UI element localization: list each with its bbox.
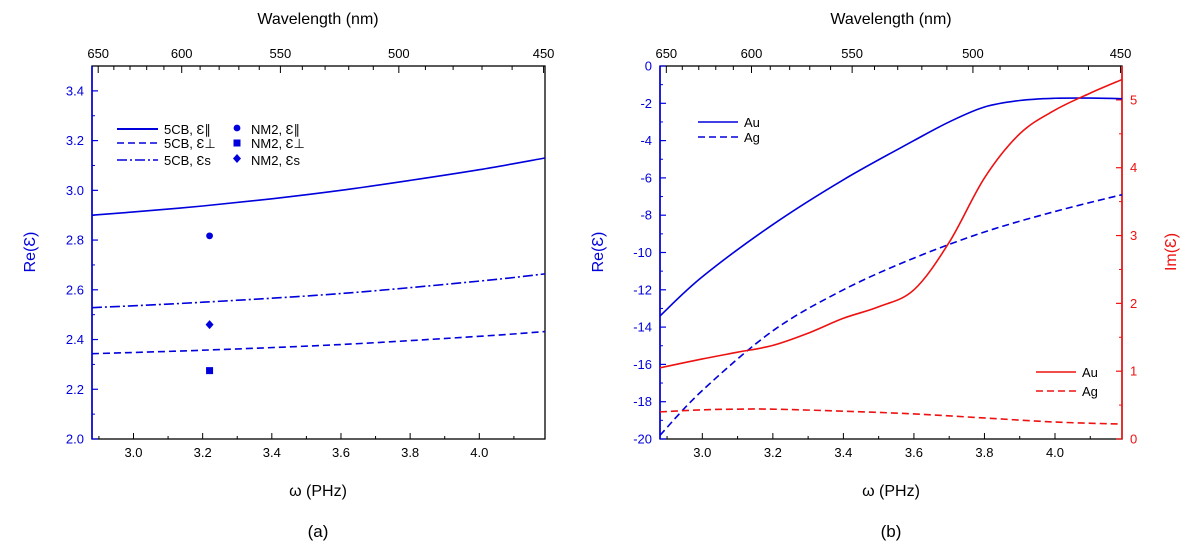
y-tick-label: 0: [645, 59, 652, 74]
legend: 5CB, Ɛ∥ 5CB, Ɛ⊥ 5CB, Ɛs NM2, Ɛ∥ NM2, Ɛ⊥ …: [117, 122, 305, 168]
x-tick-label: 3.8: [401, 445, 419, 460]
y-tick-label: 2.8: [66, 233, 84, 248]
x-tick-label: 4.0: [1046, 445, 1064, 460]
x2-ticks: 650 600 550 500 450: [655, 46, 1131, 73]
y-tick-label: -2: [640, 96, 652, 111]
y-ticks: -20-18-16-14-12-10-8-6-4-20: [633, 59, 666, 447]
plot-frame: [91, 65, 546, 440]
legend-marker-diamond: [233, 154, 241, 163]
x-axis-label: ω (PHz): [862, 483, 920, 500]
x-tick-label: 3.8: [975, 445, 993, 460]
x2-tick-label: 550: [841, 46, 863, 61]
legend-label-ag-re: Ag: [744, 130, 760, 145]
x-tick-label: 3.6: [332, 445, 350, 460]
legend-im: Au Ag: [1036, 365, 1098, 399]
x-tick-label: 3.6: [905, 445, 923, 460]
series-2-line: [659, 78, 1123, 369]
series-5-point: [205, 320, 214, 330]
x-tick-label: 3.4: [834, 445, 852, 460]
x2-tick-label: 500: [962, 46, 984, 61]
legend-marker-circle: [233, 124, 241, 132]
legend-re: Au Ag: [698, 115, 760, 145]
y2-ticks: 0 1 2 3 4 5: [1116, 92, 1137, 447]
y-tick-label: -10: [633, 245, 652, 260]
x2-axis-label: Wavelength (nm): [830, 11, 951, 28]
y-tick-label: -8: [640, 208, 652, 223]
series-3-line: [659, 408, 1123, 425]
y-axis-label: Re(Ɛ): [590, 232, 607, 273]
y-tick-label: 3.2: [66, 133, 84, 148]
legend-label-au-im: Au: [1082, 365, 1098, 380]
x2-tick-label: 550: [270, 46, 292, 61]
x-tick-label: 3.0: [693, 445, 711, 460]
x2-tick-label: 500: [388, 46, 410, 61]
x2-tick-label: 650: [87, 46, 109, 61]
panel-a: 3.0 3.2 3.4 3.6 3.8 4.0 2.0 2.2 2.4 2.6 2.8 3.0 3.2…: [22, 11, 554, 541]
series-4-point: [206, 367, 214, 375]
x2-tick-label: 600: [171, 46, 193, 61]
y2-tick-label: 4: [1130, 160, 1137, 175]
legend-label-5cb-perp: 5CB, Ɛ⊥: [164, 136, 216, 151]
x2-tick-label: 450: [533, 46, 555, 61]
x-tick-label: 4.0: [470, 445, 488, 460]
legend-label-5cb-par: 5CB, Ɛ∥: [164, 122, 211, 137]
series-0-line: [659, 97, 1123, 317]
y-tick-label: 3.0: [66, 183, 84, 198]
legend-label-nm2-s: NM2, Ɛs: [251, 153, 301, 168]
panel-label: (a): [308, 522, 329, 541]
legend-label-ag-im: Ag: [1082, 384, 1098, 399]
x2-tick-label: 600: [741, 46, 763, 61]
y-tick-label: -18: [633, 394, 652, 409]
legend-label-5cb-s: 5CB, Ɛs: [164, 153, 211, 168]
x-tick-label: 3.2: [764, 445, 782, 460]
y-tick-label: 2.0: [66, 432, 84, 447]
series-group: [659, 78, 1123, 436]
y2-tick-label: 2: [1130, 296, 1137, 311]
y2-axis-label: Im(Ɛ): [1163, 233, 1180, 271]
y2-tick-label: 1: [1130, 364, 1137, 379]
y-tick-label: -12: [633, 282, 652, 297]
x-tick-label: 3.0: [124, 445, 142, 460]
x-tick-label: 3.2: [194, 445, 212, 460]
series-group: [91, 157, 546, 375]
y-tick-label: -14: [633, 320, 652, 335]
series-1-line: [659, 193, 1123, 436]
x-ticks: 3.0 3.2 3.4 3.6 3.8 4.0: [98, 433, 515, 460]
x2-tick-label: 650: [655, 46, 677, 61]
series-0-line: [91, 157, 546, 216]
x2-tick-label: 450: [1110, 46, 1132, 61]
y-tick-label: 2.4: [66, 332, 84, 347]
legend-label-nm2-par: NM2, Ɛ∥: [251, 122, 300, 137]
x2-ticks: 650 600 550 500 450: [87, 46, 554, 73]
x2-axis-label: Wavelength (nm): [257, 11, 378, 28]
y-tick-label: -16: [633, 357, 652, 372]
x-ticks: 3.0 3.2 3.4 3.6 3.8 4.0: [666, 433, 1091, 460]
legend-label-nm2-perp: NM2, Ɛ⊥: [251, 136, 305, 151]
series-3-point: [206, 232, 213, 240]
x-axis-label: ω (PHz): [289, 483, 347, 500]
series-2-line: [91, 273, 546, 309]
y-ticks: 2.0 2.2 2.4 2.6 2.8 3.0 3.2 3.4: [66, 83, 98, 447]
panel-b: 3.0 3.2 3.4 3.6 3.8 4.0 -20-18-16-14-12-10-8-…: [590, 11, 1180, 541]
legend-marker-square: [233, 139, 241, 147]
panel-label: (b): [881, 522, 902, 541]
y-axis-label: Re(Ɛ): [22, 232, 39, 273]
legend-label-au-re: Au: [744, 115, 760, 130]
y-tick-label: 3.4: [66, 83, 84, 98]
y2-tick-label: 0: [1130, 432, 1137, 447]
x-tick-label: 3.4: [263, 445, 281, 460]
y-tick-label: 2.2: [66, 382, 84, 397]
y-tick-label: 2.6: [66, 282, 84, 297]
y-tick-label: -4: [640, 133, 652, 148]
y2-tick-label: 5: [1130, 92, 1137, 107]
y-tick-label: -6: [640, 170, 652, 185]
series-1-line: [91, 330, 546, 355]
y2-tick-label: 3: [1130, 228, 1137, 243]
y-tick-label: -20: [633, 432, 652, 447]
